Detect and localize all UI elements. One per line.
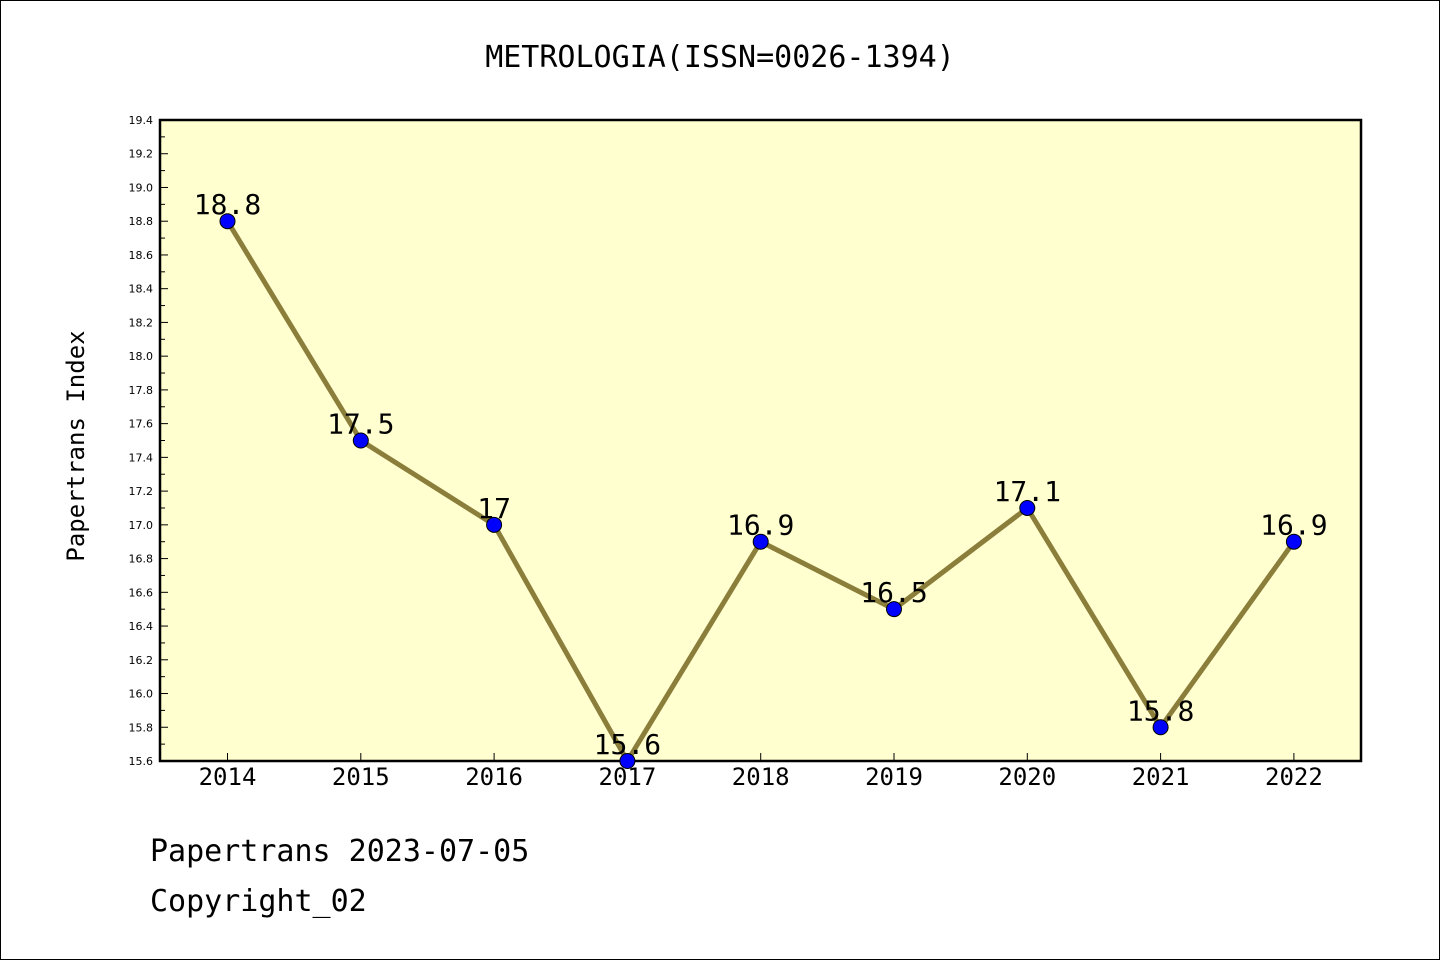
y-tick-label: 15.8 — [129, 721, 154, 734]
data-label: 17.5 — [327, 408, 394, 441]
data-label: 15.8 — [1127, 694, 1194, 727]
x-tick-label: 2016 — [465, 763, 523, 791]
y-tick-label: 19.4 — [129, 114, 154, 127]
x-tick-label: 2021 — [1132, 763, 1190, 791]
y-axis-label: Papertrans Index — [62, 330, 90, 561]
data-point — [619, 753, 636, 769]
x-tick-label: 2019 — [865, 763, 923, 791]
y-tick-label: 16.6 — [129, 586, 154, 599]
y-tick-label: 16.2 — [129, 654, 154, 667]
series-layer: 18.8 17.5 17 15.6 16.9 16.5 17.1 15.8 16.9 — [194, 188, 1328, 769]
data-point — [219, 213, 236, 230]
chart-title: METROLOGIA(ISSN=0026-1394) — [485, 40, 955, 75]
y-tick-label: 18.8 — [129, 215, 154, 228]
x-axis: 2014 2015 2016 2017 2018 2019 2020 2021 2022 — [199, 753, 1323, 791]
y-tick-label: 17.2 — [129, 485, 154, 498]
y-tick-label: 16.0 — [129, 688, 154, 701]
y-tick-label: 18.6 — [129, 249, 154, 262]
data-point — [886, 601, 902, 618]
x-tick-label: 2015 — [332, 763, 390, 791]
y-tick-label: 17.8 — [129, 384, 154, 397]
data-point — [1152, 719, 1169, 736]
y-tick-label: 17.6 — [129, 418, 154, 431]
data-point — [1019, 499, 1036, 516]
data-point — [486, 516, 503, 533]
source-date-text: Papertrans 2023-07-05 — [150, 834, 530, 869]
data-label: 15.6 — [594, 728, 661, 761]
data-point — [1285, 533, 1302, 550]
y-axis: 15.6 15.8 16.0 16.2 16.4 16.6 16.8 17.0 17.2 17.4… — [129, 114, 168, 768]
data-point — [752, 533, 769, 550]
data-label: 16.5 — [860, 576, 927, 609]
data-point — [352, 432, 369, 449]
y-tick-label: 16.4 — [129, 620, 154, 633]
x-tick-label: 2022 — [1265, 763, 1323, 791]
y-tick-label: 16.8 — [129, 553, 154, 566]
y-tick-label: 19.2 — [129, 148, 154, 161]
y-tick-label: 18.0 — [129, 350, 154, 363]
y-tick-label: 18.2 — [129, 316, 154, 329]
x-tick-label: 2018 — [732, 763, 790, 791]
data-label: 16.9 — [727, 509, 794, 542]
data-label: 18.8 — [194, 188, 261, 221]
y-tick-label: 19.0 — [129, 181, 154, 194]
x-tick-label: 2020 — [998, 763, 1056, 791]
data-label: 16.9 — [1260, 509, 1327, 542]
y-tick-label: 15.6 — [129, 755, 154, 768]
y-tick-label: 17.4 — [129, 451, 154, 464]
y-tick-label: 17.0 — [129, 519, 154, 532]
x-tick-label: 2014 — [199, 763, 257, 791]
y-tick-label: 18.4 — [129, 283, 154, 296]
plot-area — [158, 118, 1363, 763]
data-label: 17.1 — [994, 475, 1061, 508]
data-label: 17 — [477, 492, 511, 525]
copyright-text: Copyright_02 — [150, 884, 367, 919]
